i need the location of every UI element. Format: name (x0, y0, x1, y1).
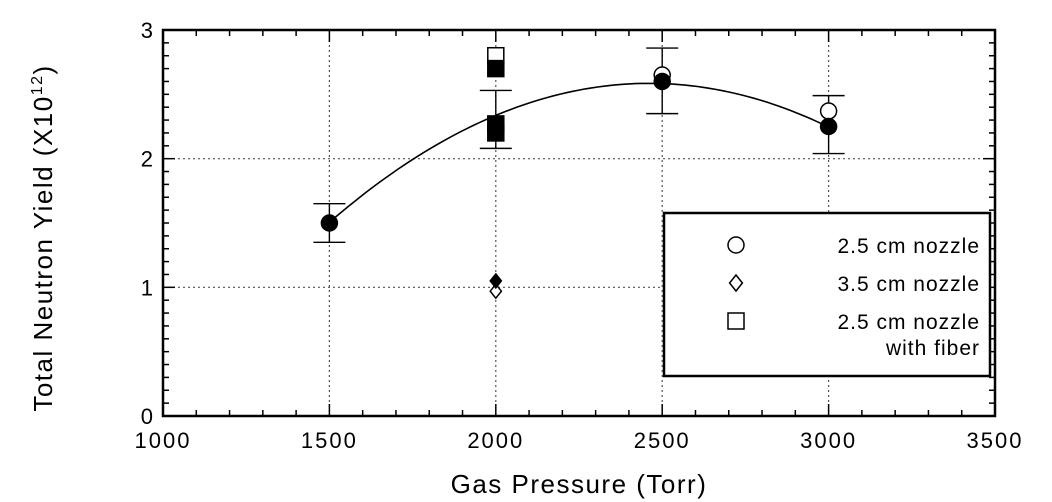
y-axis-title: Total Neutron Yield (X1012) (28, 64, 58, 411)
y-axis-title-main: Total Neutron Yield (X10 (28, 95, 58, 411)
legend-marker-square (727, 312, 745, 330)
plot-frame (161, 28, 997, 418)
legend-label: 2.5 cm nozzle (837, 235, 980, 258)
y-tick-label: 3 (141, 18, 155, 43)
legend: 2.5 cm nozzle 3.5 cm nozzle 2.5 cm nozzle w… (662, 211, 992, 378)
x-tick-label: 2000 (467, 428, 524, 453)
y-tick-label: 0 (141, 404, 155, 429)
x-tick-label: 3000 (800, 428, 857, 453)
x-tick-labels: 1000 1500 2000 2500 3000 3500 (135, 428, 1024, 453)
data-points (320, 46, 838, 300)
fit-curve (328, 82, 829, 224)
y-tick-labels: 0 1 2 3 (141, 18, 155, 429)
data-point-diamond-open (489, 282, 503, 300)
y-axis-title-exponent: 12 (29, 74, 46, 95)
legend-box (662, 211, 992, 378)
y-axis-title-close: ) (28, 64, 58, 74)
x-tick-label: 3500 (967, 428, 1024, 453)
data-point-circle-filled (653, 72, 671, 91)
data-point-square-filled (487, 124, 505, 142)
y-tick-label: 2 (141, 147, 155, 172)
legend-marker-diamond (728, 273, 744, 293)
legend-label: 2.5 cm nozzle (837, 311, 980, 334)
x-axis-title: Gas Pressure (Torr) (451, 469, 708, 499)
data-point-circle-open (819, 102, 838, 120)
y-tick-label: 1 (141, 275, 155, 300)
data-point-diamond-filled (489, 272, 503, 290)
fit-curve-group (328, 82, 829, 224)
legend-label: 3.5 cm nozzle (837, 273, 980, 296)
x-tick-label: 1000 (135, 428, 192, 453)
legend-label-line2: with fiber (885, 337, 980, 360)
data-point-circle-filled (819, 117, 838, 136)
legend-marker-circle (727, 236, 745, 254)
x-tick-label: 2500 (634, 428, 691, 453)
data-point-circle-filled (320, 214, 339, 232)
data-point-square-filled (487, 59, 505, 78)
x-tick-label: 1500 (301, 428, 358, 453)
